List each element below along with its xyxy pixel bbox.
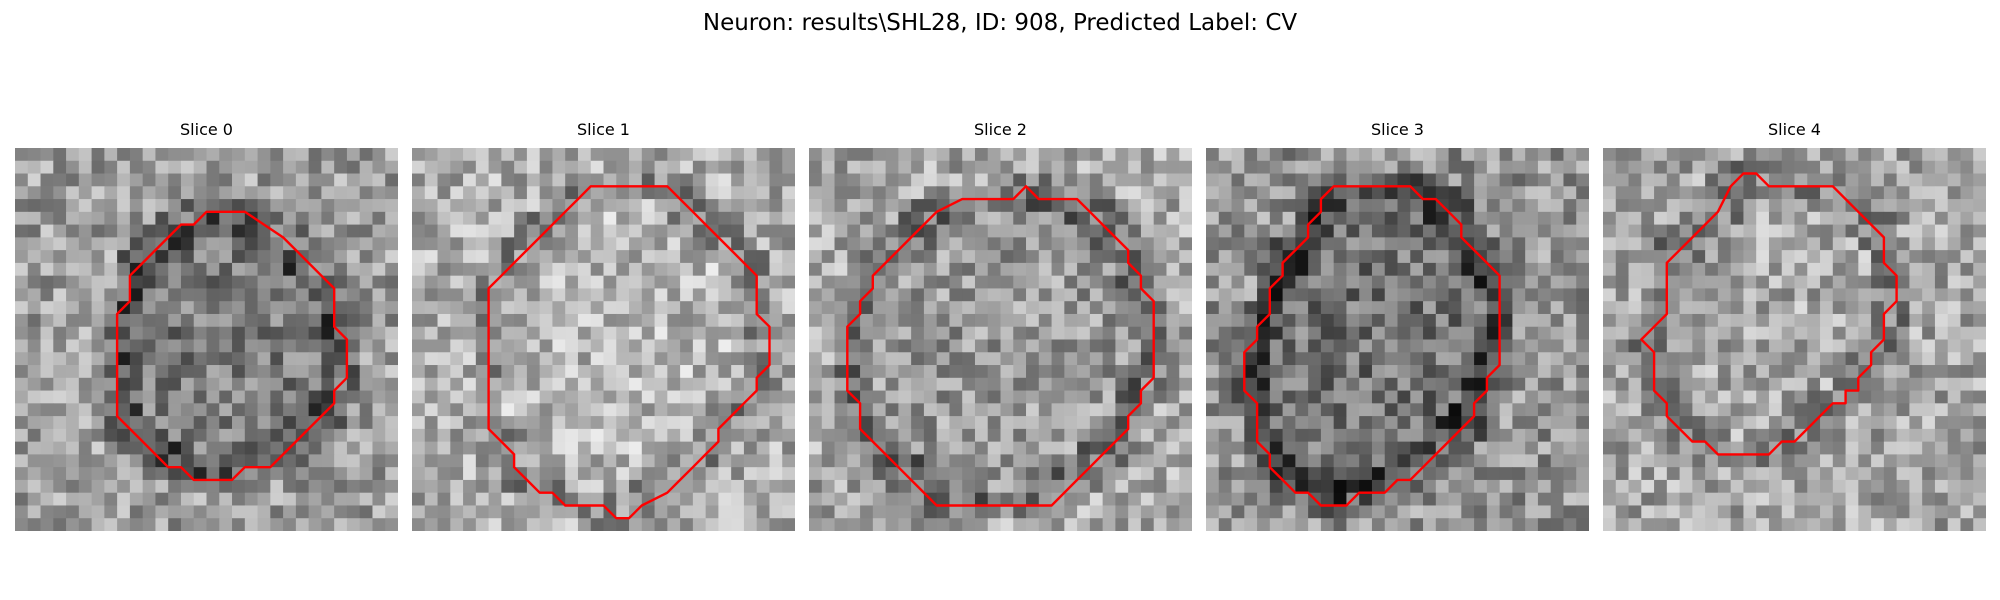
slice-image <box>809 148 1192 531</box>
slice-svg <box>809 148 1192 531</box>
slice-svg <box>412 148 795 531</box>
slice-panel-4: Slice 4 <box>1603 120 1986 531</box>
slice-title: Slice 3 <box>1371 120 1424 139</box>
slice-panel-2: Slice 2 <box>809 120 1192 531</box>
slice-title: Slice 1 <box>577 120 630 139</box>
slice-svg <box>1603 148 1986 531</box>
slice-panel-1: Slice 1 <box>412 120 795 531</box>
slice-title: Slice 0 <box>180 120 233 139</box>
slice-title: Slice 2 <box>974 120 1027 139</box>
segmentation-contour <box>1640 172 1898 456</box>
segmentation-contour <box>487 185 771 520</box>
segmentation-contour <box>846 185 1155 507</box>
slice-svg <box>15 148 398 531</box>
figure-title: Neuron: results\SHL28, ID: 908, Predicte… <box>702 10 1298 36</box>
slice-svg <box>1206 148 1589 531</box>
slice-panel-3: Slice 3 <box>1206 120 1589 531</box>
slice-panel-0: Slice 0 <box>15 120 398 531</box>
segmentation-contour <box>115 210 349 482</box>
slice-image <box>1603 148 1986 531</box>
slice-title: Slice 4 <box>1768 120 1821 139</box>
slice-image <box>15 148 398 531</box>
slice-image <box>1206 148 1589 531</box>
segmentation-contour <box>1243 185 1501 507</box>
slice-image <box>412 148 795 531</box>
